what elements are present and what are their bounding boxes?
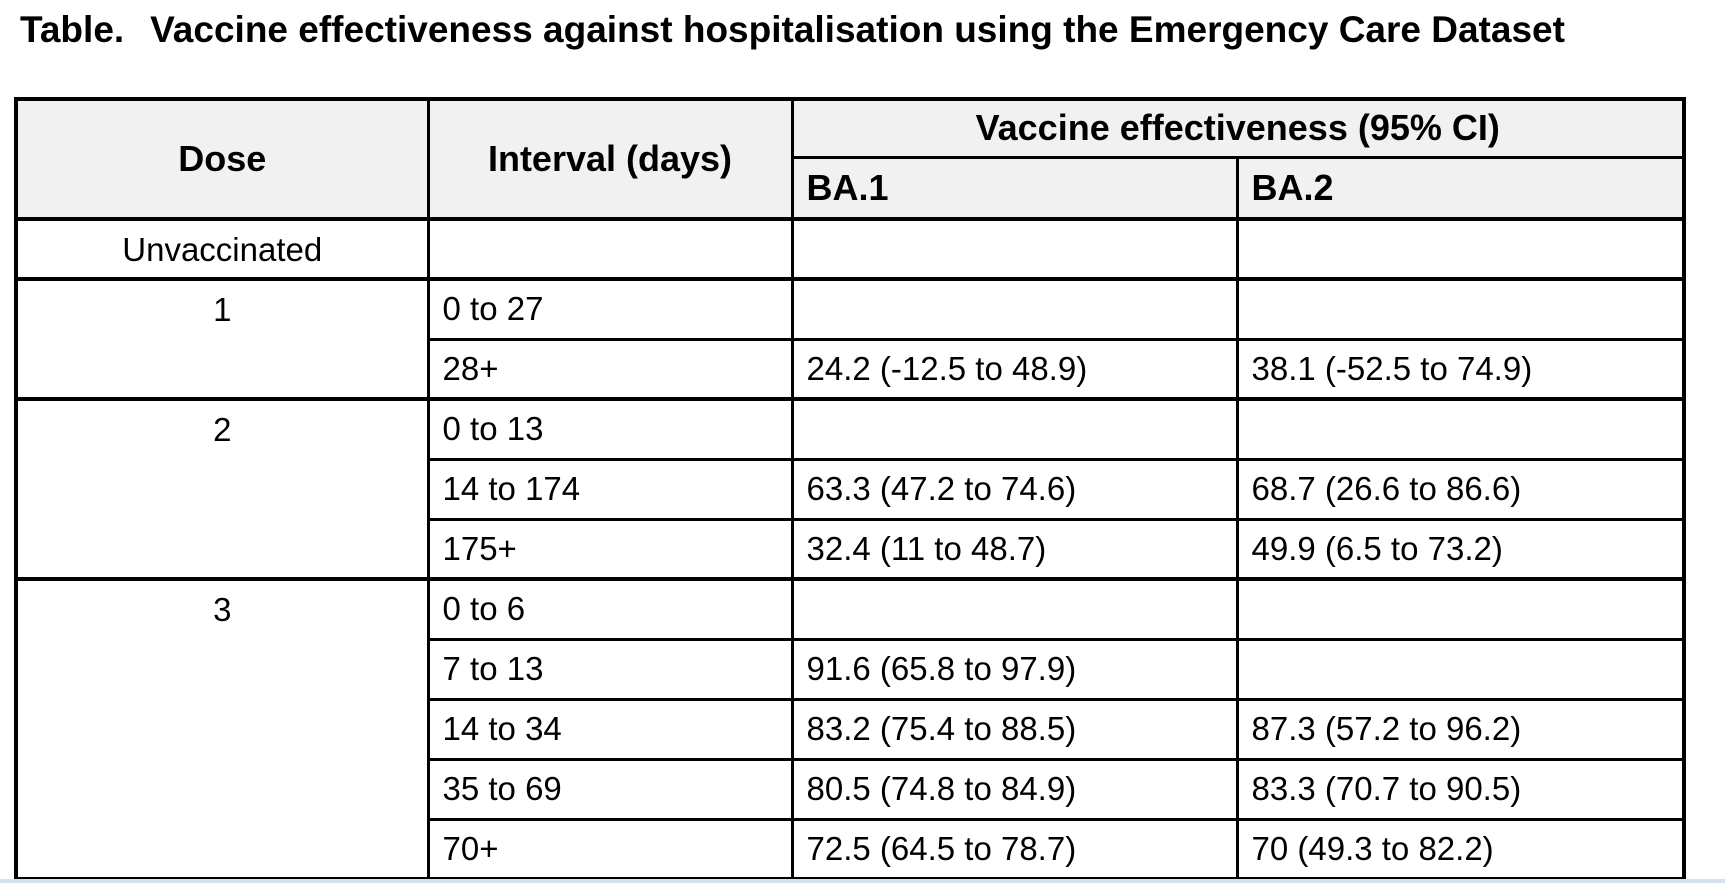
dose-cell: 1 (14, 277, 430, 401)
ba2-value-cell: 83.3 (70.7 to 90.5) (1235, 758, 1686, 821)
ba1-value-cell: 32.4 (11 to 48.7) (790, 518, 1239, 581)
ba2-value-cell: 70 (49.3 to 82.2) (1235, 818, 1686, 881)
interval-cell: 14 to 34 (426, 698, 794, 761)
column-header-interval: Interval (days) (426, 97, 794, 221)
table-caption-prefix: Table. (20, 9, 125, 50)
ba1-value-cell: 63.3 (47.2 to 74.6) (790, 458, 1239, 521)
table-row-dose2-interval3: 175+ 32.4 (11 to 48.7) 49.9 (6.5 to 73.2… (16, 518, 1686, 581)
dose-cell: 2 (14, 397, 430, 581)
ba1-value-cell (790, 577, 1239, 641)
ba2-value-cell (1235, 277, 1686, 341)
ba1-value-cell (790, 217, 1239, 281)
column-header-ve-group: Vaccine effectiveness (95% CI) (790, 97, 1686, 159)
dose-cell: 3 (14, 577, 430, 881)
ba1-value-cell: 83.2 (75.4 to 88.5) (790, 698, 1239, 761)
interval-cell: 175+ (426, 518, 794, 581)
interval-cell: 70+ (426, 818, 794, 881)
ba1-value-cell (790, 397, 1239, 461)
column-header-ba2: BA.2 (1235, 155, 1686, 221)
ba2-value-cell (1235, 217, 1686, 281)
ba1-value-cell: 80.5 (74.8 to 84.9) (790, 758, 1239, 821)
ba1-value-cell: 91.6 (65.8 to 97.9) (790, 638, 1239, 701)
ba2-value-cell (1235, 397, 1686, 461)
table-row-dose3-interval5: 70+ 72.5 (64.5 to 78.7) 70 (49.3 to 82.2… (16, 818, 1686, 881)
table-row-dose3-interval3: 14 to 34 83.2 (75.4 to 88.5) 87.3 (57.2 … (16, 698, 1686, 761)
interval-cell: 28+ (426, 338, 794, 401)
header-row-1: Dose Interval (days) Vaccine effectivene… (14, 97, 1686, 221)
ba1-value-cell: 24.2 (-12.5 to 48.9) (790, 338, 1239, 401)
interval-cell: 0 to 13 (426, 397, 794, 461)
ba2-value-cell (1235, 577, 1686, 641)
ba1-value-cell (790, 277, 1239, 341)
table-row-unvaccinated: Unvaccinated (14, 217, 1686, 281)
table-row-dose3-interval1: 3 0 to 6 (14, 577, 1686, 881)
table-caption-text: Vaccine effectiveness against hospitalis… (150, 9, 1565, 50)
vaccine-effectiveness-table: Dose Interval (days) Vaccine effectivene… (14, 97, 1686, 881)
table-row-dose3-interval4: 35 to 69 80.5 (74.8 to 84.9) 83.3 (70.7 … (16, 758, 1686, 821)
ba1-value-cell: 72.5 (64.5 to 78.7) (790, 818, 1239, 881)
column-header-dose: Dose (14, 97, 430, 221)
dose-cell: Unvaccinated (14, 217, 430, 281)
table-caption: Table. Vaccine effectiveness against hosp… (20, 8, 1725, 52)
column-header-ba1: BA.1 (790, 155, 1239, 221)
interval-cell: 7 to 13 (426, 638, 794, 701)
ba2-value-cell: 38.1 (-52.5 to 74.9) (1235, 338, 1686, 401)
table-row-dose2-interval2: 14 to 174 63.3 (47.2 to 74.6) 68.7 (26.6… (16, 458, 1686, 521)
interval-cell: 14 to 174 (426, 458, 794, 521)
ba2-value-cell (1235, 638, 1686, 701)
table-row-dose1-interval1: 1 0 to 27 (14, 277, 1686, 401)
table-row-dose2-interval1: 2 0 to 13 (14, 397, 1686, 581)
interval-cell: 35 to 69 (426, 758, 794, 821)
interval-cell: 0 to 6 (426, 577, 794, 641)
ba2-value-cell: 87.3 (57.2 to 96.2) (1235, 698, 1686, 761)
ba2-value-cell: 49.9 (6.5 to 73.2) (1235, 518, 1686, 581)
ba2-value-cell: 68.7 (26.6 to 86.6) (1235, 458, 1686, 521)
interval-cell (426, 217, 794, 281)
interval-cell: 0 to 27 (426, 277, 794, 341)
header-row-2: BA.1 BA.2 (16, 155, 1686, 221)
table-row-dose3-interval2: 7 to 13 91.6 (65.8 to 97.9) (16, 638, 1686, 701)
page-bottom-divider (0, 879, 1725, 883)
table-row-dose1-interval2: 28+ 24.2 (-12.5 to 48.9) 38.1 (-52.5 to … (16, 338, 1686, 401)
